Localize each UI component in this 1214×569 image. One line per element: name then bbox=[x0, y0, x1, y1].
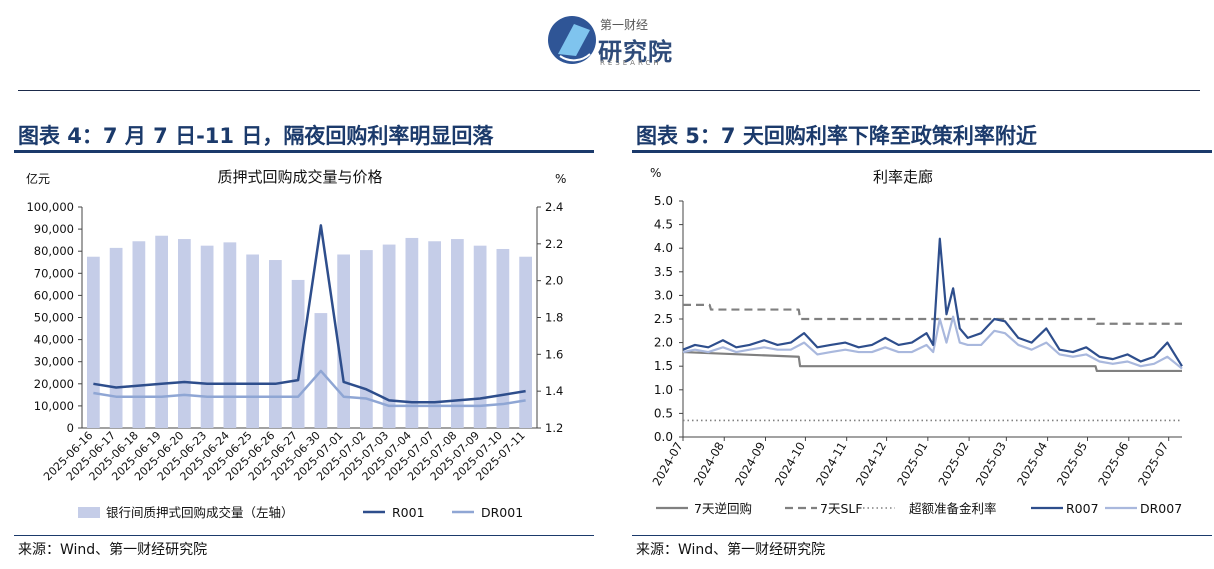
chart-title: 利率走廊 bbox=[873, 168, 933, 186]
volume-bar bbox=[519, 256, 532, 428]
y-left-tick-label: 80,000 bbox=[34, 244, 74, 258]
y-right-unit: % bbox=[555, 172, 566, 186]
figure-4-title: 图表 4：7 月 7 日-11 日，隔夜回购利率明显回落 bbox=[18, 124, 494, 148]
x-tick-label: 2024-07 bbox=[649, 440, 685, 489]
y-left-tick-label: 0 bbox=[67, 421, 74, 435]
y-right-tick-label: 2.4 bbox=[545, 200, 563, 214]
figure-5-source-rule bbox=[632, 535, 1212, 536]
rate-corridor-chart: 利率走廊% 0.0 0.5 1.0 1.5 2.0 2.5 3.0 3.5 4.0 4.5 5.0 20… bbox=[649, 166, 1183, 516]
r001-line bbox=[93, 224, 526, 404]
volume-bar bbox=[496, 248, 510, 428]
legend-r001-label: R001 bbox=[392, 505, 425, 520]
volume-bar bbox=[360, 250, 373, 428]
volume-bar bbox=[473, 245, 487, 428]
volume-bar bbox=[109, 247, 123, 428]
volume-bar bbox=[87, 256, 100, 428]
volume-bar bbox=[451, 239, 464, 428]
volume-bar bbox=[269, 260, 282, 428]
volume-bar bbox=[246, 254, 259, 428]
figure-4-source-rule bbox=[14, 535, 594, 536]
y-tick-label: 0.0 bbox=[654, 430, 673, 444]
chart-title: 质押式回购成交量与价格 bbox=[217, 168, 382, 186]
y-right-tick-label: 1.6 bbox=[545, 347, 563, 361]
header-divider bbox=[18, 90, 1200, 91]
y-tick-label: 4.0 bbox=[654, 241, 673, 255]
y-right-tick-label: 1.2 bbox=[545, 421, 563, 435]
y-right-tick-label: 2.0 bbox=[545, 274, 563, 288]
volume-bar bbox=[178, 239, 191, 428]
y-tick-label: 5.0 bbox=[654, 194, 673, 208]
y-unit: % bbox=[650, 166, 661, 180]
y-left-tick-label: 90,000 bbox=[34, 222, 74, 236]
x-tick-label: 2025-04 bbox=[1014, 440, 1050, 489]
x-tick-label: 2024-09 bbox=[732, 440, 768, 489]
legend-label-0: 7天逆回购 bbox=[694, 501, 752, 516]
logo-emblem bbox=[548, 16, 596, 64]
volume-bar bbox=[155, 235, 168, 428]
x-tick-label: 2025-03 bbox=[973, 440, 1009, 489]
x-tick-label: 2025-07 bbox=[1135, 440, 1171, 489]
series-line-3 bbox=[682, 237, 1183, 367]
y-left-tick-label: 10,000 bbox=[34, 399, 74, 413]
y-tick-label: 3.0 bbox=[654, 288, 673, 302]
x-tick-label: 2025-05 bbox=[1054, 440, 1090, 489]
x-tick-label: 2024-10 bbox=[772, 440, 808, 489]
volume-bar bbox=[405, 237, 419, 428]
y-tick-label: 4.5 bbox=[654, 218, 673, 232]
legend-label-1: 7天SLF bbox=[820, 501, 863, 516]
y-left-unit: 亿元 bbox=[26, 171, 50, 186]
y-right-tick-label: 1.4 bbox=[545, 384, 563, 398]
y-tick-label: 3.5 bbox=[654, 265, 673, 279]
figure-4-title-rule bbox=[14, 150, 594, 153]
dr001-line bbox=[93, 369, 526, 408]
series-line-0 bbox=[682, 350, 1182, 373]
figure-4-source: 来源：Wind、第一财经研究院 bbox=[18, 542, 208, 558]
legend-label-3: R007 bbox=[1066, 501, 1099, 516]
figure-5-title: 图表 5：7 天回购利率下降至政策利率附近 bbox=[636, 124, 1037, 148]
y-left-tick-label: 20,000 bbox=[34, 377, 74, 391]
x-tick-label: 2025-06 bbox=[1095, 440, 1131, 489]
logo-top-text: 第一财经 bbox=[600, 18, 649, 32]
x-tick-label: 2024-11 bbox=[813, 440, 849, 489]
volume-bar bbox=[200, 245, 214, 428]
series-line-1 bbox=[683, 303, 1182, 325]
y-tick-label: 1.0 bbox=[654, 383, 673, 397]
y-left-tick-label: 40,000 bbox=[34, 333, 74, 347]
y-left-tick-label: 50,000 bbox=[34, 311, 74, 325]
x-tick-label: 2024-12 bbox=[853, 440, 889, 489]
y-left-tick-label: 100,000 bbox=[26, 200, 74, 214]
logo-sub-text: RESEARCH bbox=[600, 59, 662, 67]
volume-bar bbox=[428, 241, 441, 428]
x-tick-label: 2025-02 bbox=[936, 440, 972, 489]
figure-5-source: 来源：Wind、第一财经研究院 bbox=[636, 542, 826, 558]
volume-bar bbox=[382, 244, 396, 428]
y-tick-label: 2.0 bbox=[654, 336, 673, 350]
volume-bar bbox=[132, 241, 146, 428]
y-left-tick-label: 30,000 bbox=[34, 355, 74, 369]
logo-main-text: 研究院 bbox=[598, 38, 673, 66]
volume-bar bbox=[291, 279, 305, 428]
x-tick-label: 2024-08 bbox=[691, 440, 727, 489]
y-left-tick-label: 60,000 bbox=[34, 288, 74, 302]
x-tick-label: 2025-01 bbox=[894, 440, 930, 489]
repo-volume-price-chart: 质押式回购成交量与价格 亿元 % 0 10,000 20,000 30,000 40,000 5… bbox=[26, 168, 566, 520]
legend-label-2: 超额准备金利率 bbox=[909, 501, 997, 516]
y-left-tick-label: 70,000 bbox=[34, 266, 74, 280]
volume-bar bbox=[337, 254, 350, 428]
figure-5-title-rule bbox=[632, 150, 1212, 153]
legend-label-4: DR007 bbox=[1140, 501, 1182, 516]
series-line-4 bbox=[682, 315, 1183, 370]
y-tick-label: 1.5 bbox=[654, 359, 673, 373]
y-tick-label: 0.5 bbox=[654, 406, 673, 420]
y-right-tick-label: 1.8 bbox=[545, 311, 563, 325]
legend-dr001-label: DR001 bbox=[481, 505, 523, 520]
legend-bar-swatch bbox=[78, 507, 100, 518]
y-right-tick-label: 2.2 bbox=[545, 237, 563, 251]
legend-bar-label: 银行间质押式回购成交量（左轴） bbox=[106, 505, 294, 520]
volume-bar bbox=[223, 242, 237, 428]
y-tick-label: 2.5 bbox=[654, 312, 673, 326]
